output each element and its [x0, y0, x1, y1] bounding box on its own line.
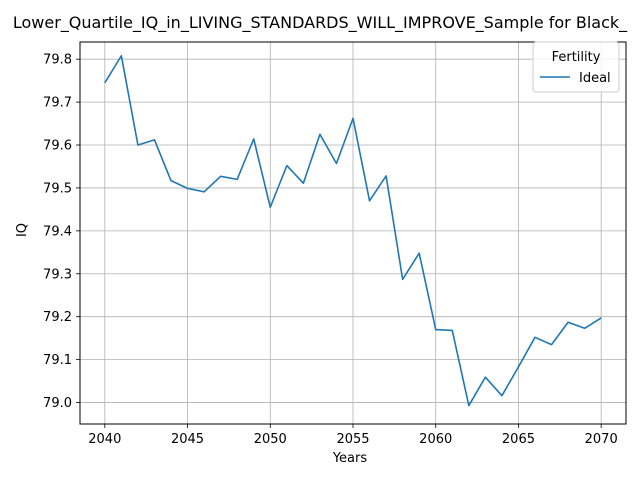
x-tick-label: 2060 [419, 432, 452, 447]
y-tick-label: 79.1 [43, 353, 72, 368]
y-tick-label: 79.6 [43, 139, 72, 154]
y-tick-label: 79.7 [43, 96, 72, 111]
x-tick-label: 2050 [254, 432, 287, 447]
chart-title: Lower_Quartile_IQ_in_LIVING_STANDARDS_WI… [13, 13, 628, 33]
y-tick-label: 79.4 [43, 224, 72, 239]
y-tick-label: 79.0 [43, 396, 72, 411]
y-tick-label: 79.2 [43, 310, 72, 325]
x-tick-label: 2045 [171, 432, 204, 447]
x-tick-label: 2040 [88, 432, 121, 447]
y-axis-ticks: 79.0 79.1 79.2 79.3 79.4 79.5 79.6 79.7 79.8 [43, 53, 80, 411]
grid-lines [80, 42, 626, 424]
legend-title: Fertility [552, 50, 601, 65]
legend: Fertility Ideal [532, 41, 620, 93]
legend-box [532, 41, 620, 93]
x-axis-ticks: 2040 2045 2050 2055 2060 2065 2070 [88, 424, 618, 447]
y-tick-label: 79.8 [43, 53, 72, 68]
y-tick-label: 79.3 [43, 267, 72, 282]
x-tick-label: 2055 [336, 432, 369, 447]
x-tick-label: 2070 [585, 432, 618, 447]
x-axis-label: Years [332, 451, 368, 466]
legend-series-label: Ideal [579, 71, 611, 86]
x-tick-label: 2065 [502, 432, 535, 447]
series-layer [104, 54, 602, 407]
y-tick-label: 79.5 [43, 181, 72, 196]
y-axis-label: IQ [15, 223, 30, 237]
